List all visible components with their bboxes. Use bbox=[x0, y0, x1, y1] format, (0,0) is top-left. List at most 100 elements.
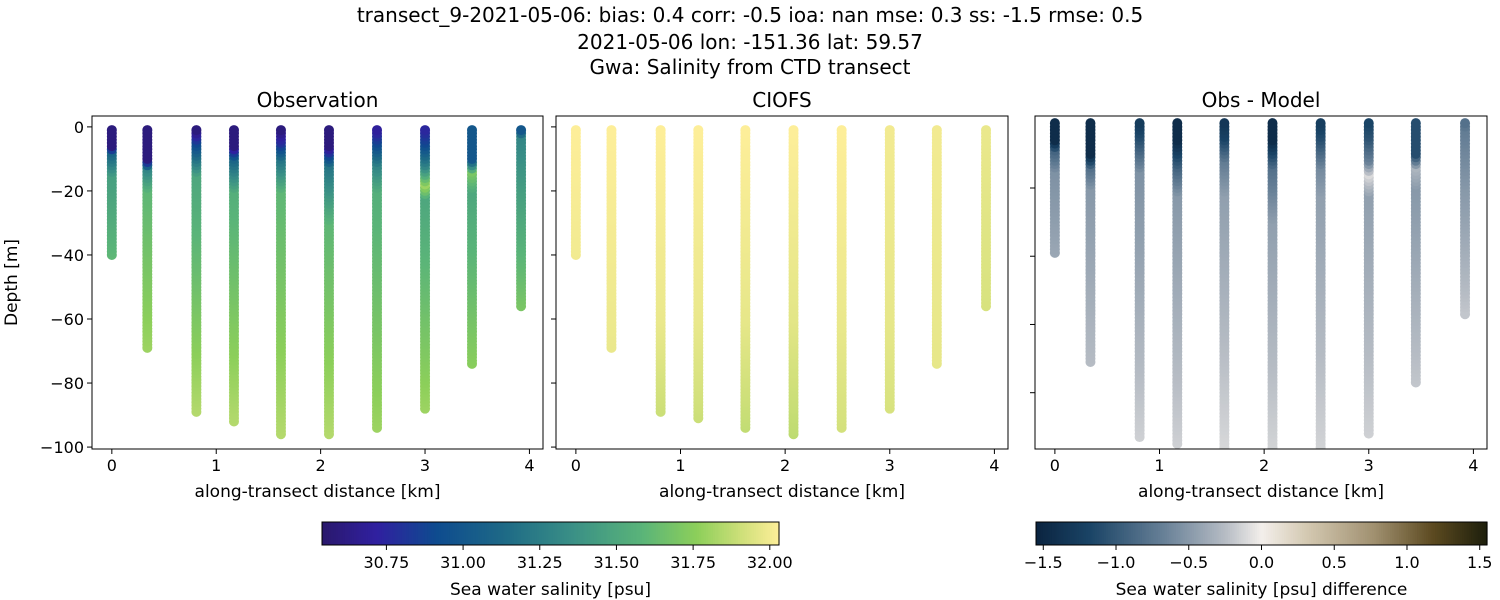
x-tick-label: 1 bbox=[211, 456, 221, 475]
x-tick-label: 1 bbox=[1154, 456, 1164, 475]
x-tick-label: 3 bbox=[420, 456, 430, 475]
station-profile-2 bbox=[191, 125, 202, 417]
data-point bbox=[836, 125, 847, 136]
x-tick-label: 4 bbox=[524, 456, 534, 475]
colorbar-tick-label: 31.75 bbox=[670, 553, 716, 572]
data-point bbox=[1049, 118, 1060, 129]
colorbar-frame bbox=[321, 521, 780, 546]
station-profile-6 bbox=[372, 125, 383, 433]
figure-title-line2: 2021-05-06 lon: -151.36 lat: 59.57 bbox=[577, 30, 923, 54]
panel-title: Observation bbox=[257, 88, 379, 112]
station-profile-9 bbox=[1460, 118, 1471, 320]
y-axis-label: Depth [m] bbox=[2, 239, 22, 326]
station-profile-2 bbox=[655, 125, 666, 417]
x-tick-label: 2 bbox=[1259, 456, 1269, 475]
station-profile-6 bbox=[1315, 118, 1326, 463]
station-profile-1 bbox=[606, 125, 617, 353]
x-tick-label: 0 bbox=[571, 456, 581, 475]
data-point bbox=[655, 125, 666, 136]
data-point bbox=[467, 125, 478, 136]
x-axis-label: along-transect distance [km] bbox=[659, 482, 905, 502]
data-point bbox=[228, 125, 239, 136]
data-point bbox=[1410, 118, 1421, 129]
station-profile-7 bbox=[420, 125, 431, 414]
data-point bbox=[1460, 118, 1471, 129]
station-profile-8 bbox=[467, 125, 478, 369]
colorbar-tick-label: 31.00 bbox=[440, 553, 486, 572]
data-point bbox=[931, 125, 942, 136]
data-point bbox=[1316, 449, 1326, 459]
data-point bbox=[106, 125, 117, 136]
y-tick-label: −100 bbox=[40, 438, 84, 457]
data-point bbox=[1316, 453, 1326, 463]
y-tick-label: −60 bbox=[50, 310, 84, 329]
data-point bbox=[1315, 118, 1326, 129]
panel-obs-model: 0 1 2 3 4 Obs - Model along-transect distance … bbox=[1030, 88, 1488, 502]
station-profile-4 bbox=[275, 125, 286, 440]
salinity-colorbar: 30.75 31.00 31.25 31.50 31.75 32.00 Sea water … bbox=[321, 521, 793, 600]
station-profile-8 bbox=[931, 125, 942, 369]
x-tick-label: 1 bbox=[675, 456, 685, 475]
x-axis-label: along-transect distance [km] bbox=[195, 482, 441, 502]
data-point bbox=[606, 125, 617, 136]
panel-title: Obs - Model bbox=[1202, 88, 1321, 112]
data-points bbox=[1049, 118, 1471, 463]
station-profile-0 bbox=[1049, 118, 1060, 258]
axes-frame bbox=[1034, 115, 1488, 450]
colorbar-tick-label: 0.5 bbox=[1322, 553, 1347, 572]
colorbar-tick-label: 1.5 bbox=[1467, 553, 1492, 572]
station-profile-0 bbox=[570, 125, 581, 260]
data-point bbox=[516, 125, 527, 136]
station-profile-3 bbox=[228, 125, 239, 427]
colorbar-label: Sea water salinity [psu] bbox=[450, 580, 651, 600]
data-point bbox=[981, 125, 992, 136]
x-tick-label: 0 bbox=[1050, 456, 1060, 475]
data-point bbox=[420, 125, 431, 136]
station-profile-4 bbox=[740, 125, 751, 433]
x-tick-label: 3 bbox=[1364, 456, 1374, 475]
data-point bbox=[372, 125, 383, 136]
station-profile-8 bbox=[1410, 118, 1421, 388]
station-profile-0 bbox=[106, 125, 117, 260]
colorbar-tick-label: 31.25 bbox=[517, 553, 563, 572]
data-point bbox=[570, 125, 581, 136]
data-point bbox=[191, 125, 202, 136]
station-profile-1 bbox=[1085, 118, 1096, 367]
colorbar-tick-label: 1.0 bbox=[1394, 553, 1419, 572]
axes-frame bbox=[555, 115, 1009, 450]
data-point bbox=[275, 125, 286, 136]
colorbar-tick-label: 31.50 bbox=[594, 553, 640, 572]
station-profile-4 bbox=[1219, 118, 1230, 449]
colorbar-tick-label: 30.75 bbox=[364, 553, 410, 572]
x-tick-label: 4 bbox=[989, 456, 999, 475]
colorbar-tick-label: −1.5 bbox=[1024, 553, 1063, 572]
station-profile-9 bbox=[981, 125, 992, 312]
colorbar-tick-label: −0.5 bbox=[1169, 553, 1208, 572]
panel-title: CIOFS bbox=[752, 88, 811, 112]
station-profile-5 bbox=[323, 125, 334, 440]
figure-title-line3: Gwa: Salinity from CTD transect bbox=[589, 55, 911, 79]
x-tick-label: 0 bbox=[107, 456, 117, 475]
data-point bbox=[142, 125, 153, 136]
station-profile-2 bbox=[1134, 118, 1145, 443]
station-profile-7 bbox=[884, 125, 895, 414]
station-profile-3 bbox=[1172, 118, 1183, 449]
difference-colorbar: −1.5 −1.0 −0.5 0.0 0.5 1.0 1.5 Sea water salini… bbox=[1024, 521, 1492, 600]
data-point bbox=[1172, 118, 1183, 129]
y-tick-label: −20 bbox=[50, 182, 84, 201]
y-tick-label: −40 bbox=[50, 246, 84, 265]
colorbar-label: Sea water salinity [psu] difference bbox=[1116, 580, 1408, 600]
station-profile-6 bbox=[836, 125, 847, 433]
data-points bbox=[106, 125, 527, 440]
colorbar-tick-label: 32.00 bbox=[747, 553, 793, 572]
data-point bbox=[693, 125, 704, 136]
data-point bbox=[788, 125, 799, 136]
axes-frame bbox=[91, 115, 544, 450]
data-point bbox=[1267, 118, 1278, 129]
x-tick-label: 2 bbox=[316, 456, 326, 475]
station-profile-3 bbox=[693, 125, 704, 424]
data-points bbox=[570, 125, 992, 440]
station-profile-5 bbox=[1267, 118, 1278, 449]
data-point bbox=[1219, 118, 1230, 129]
